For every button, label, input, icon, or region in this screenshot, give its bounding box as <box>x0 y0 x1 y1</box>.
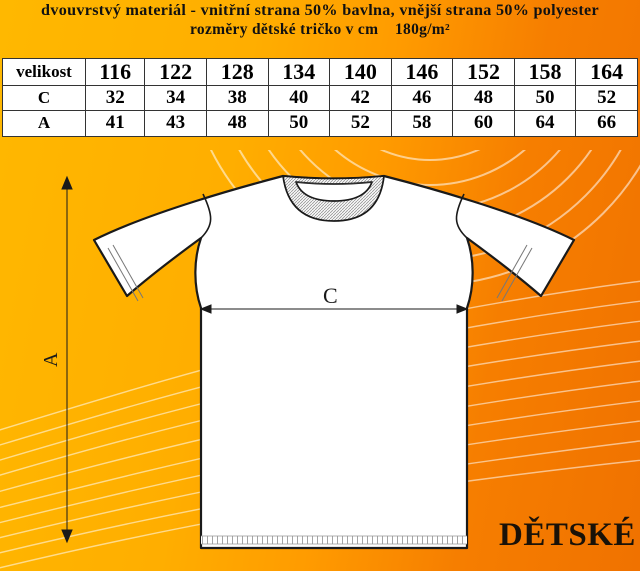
svg-text:C: C <box>323 283 338 308</box>
svg-text:A: A <box>40 352 62 367</box>
